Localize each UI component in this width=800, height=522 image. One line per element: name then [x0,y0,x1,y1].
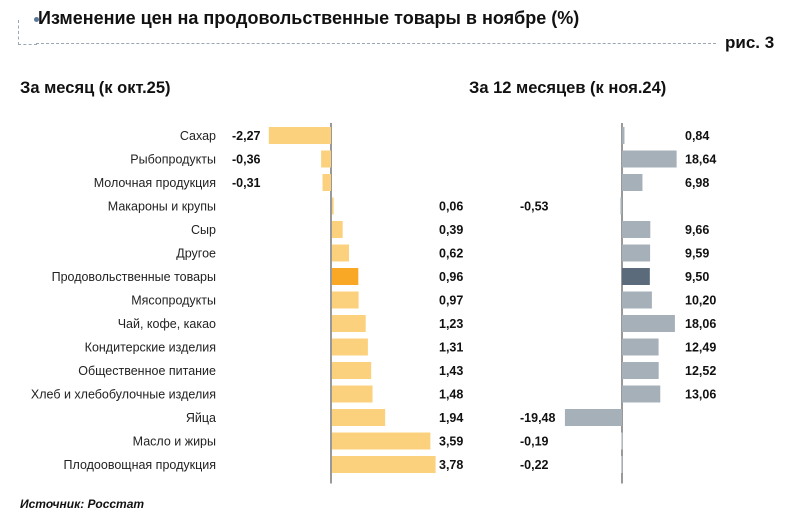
annual-value-label: 9,50 [685,270,709,284]
monthly-bar [268,127,331,144]
monthly-bar [332,268,359,285]
monthly-value-label: 3,59 [439,435,463,449]
annual-bar [564,409,622,426]
monthly-bar [332,291,359,309]
category-label: Хлеб и хлебобулочные изделия [31,388,216,402]
annual-bar [622,362,659,379]
monthly-bar [322,174,331,191]
annual-value-label: 0,84 [685,129,709,143]
annual-value-label: 9,66 [685,223,709,237]
title-decoration [18,20,37,45]
monthly-bar [332,244,349,262]
annual-value-label: 18,06 [685,317,716,331]
category-label: Мясопродукты [131,294,216,308]
annual-value-label: 9,59 [685,247,709,261]
annual-bar [622,127,625,144]
monthly-bar [332,385,373,403]
title-underline [36,43,716,44]
monthly-value-label: 0,62 [439,247,463,261]
annual-panel-title: За 12 месяцев (к ноя.24) [469,79,667,97]
category-label: Плодоовощная продукция [64,458,216,472]
monthly-bar [332,362,372,379]
annual-value-label: -0,19 [520,435,549,449]
category-label: Рыбопродукты [130,153,216,167]
figure-label: рис. 3 [725,33,775,52]
category-label: Макароны и крупы [108,200,216,214]
category-label: Продовольственные товары [52,270,216,284]
monthly-bar [332,409,386,426]
category-label: Сахар [180,129,216,143]
monthly-value-label: 0,97 [439,294,463,308]
monthly-value-label: 3,78 [439,458,463,472]
monthly-bar [321,150,331,168]
monthly-bar [332,338,368,356]
title-decoration-dot [34,17,39,22]
chart-title: Изменение цен на продовольственные товар… [38,8,580,28]
monthly-value-label: -2,27 [232,129,261,143]
monthly-value-label: 1,43 [439,364,463,378]
annual-value-label: -0,53 [520,200,549,214]
annual-bar [622,385,661,403]
annual-bar [622,174,643,191]
monthly-bar [332,456,436,473]
annual-bar [622,338,659,356]
monthly-value-label: 1,23 [439,317,463,331]
monthly-value-label: 0,06 [439,200,463,214]
monthly-value-label: -0,31 [232,176,261,190]
annual-bar [622,315,675,332]
category-label: Кондитерские изделия [85,341,216,355]
annual-value-label: 10,20 [685,294,716,308]
monthly-bar [332,315,366,332]
annual-bar [622,150,677,168]
monthly-value-label: 1,31 [439,341,463,355]
monthly-value-label: 1,48 [439,388,463,402]
annual-bar [622,291,652,309]
category-label: Чай, кофе, какао [118,317,216,331]
category-label: Молочная продукция [94,176,216,190]
monthly-value-label: 1,94 [439,411,463,425]
annual-value-label: 6,98 [685,176,709,190]
annual-bar [621,456,623,473]
monthly-bar [332,221,343,238]
monthly-bar [332,197,334,215]
annual-bar [620,197,622,215]
category-label: Общественное питание [78,364,216,378]
source-note: Источник: Росстат [20,497,145,511]
annual-bar [622,244,651,262]
annual-value-label: -19,48 [520,411,555,425]
monthly-value-label: -0,36 [232,153,261,167]
annual-bar [622,268,650,285]
annual-value-label: 12,52 [685,364,716,378]
category-label: Другое [176,247,216,261]
annual-bar [622,221,651,238]
monthly-panel-title: За месяц (к окт.25) [20,79,171,97]
annual-bar [621,432,623,450]
annual-value-label: -0,22 [520,458,549,472]
annual-value-label: 12,49 [685,341,716,355]
monthly-value-label: 0,39 [439,223,463,237]
monthly-bar [332,432,431,450]
monthly-value-label: 0,96 [439,270,463,284]
annual-value-label: 18,64 [685,153,716,167]
annual-value-label: 13,06 [685,388,716,402]
category-label: Яйца [186,411,216,425]
category-label: Сыр [191,223,216,237]
category-label: Масло и жиры [133,435,216,449]
